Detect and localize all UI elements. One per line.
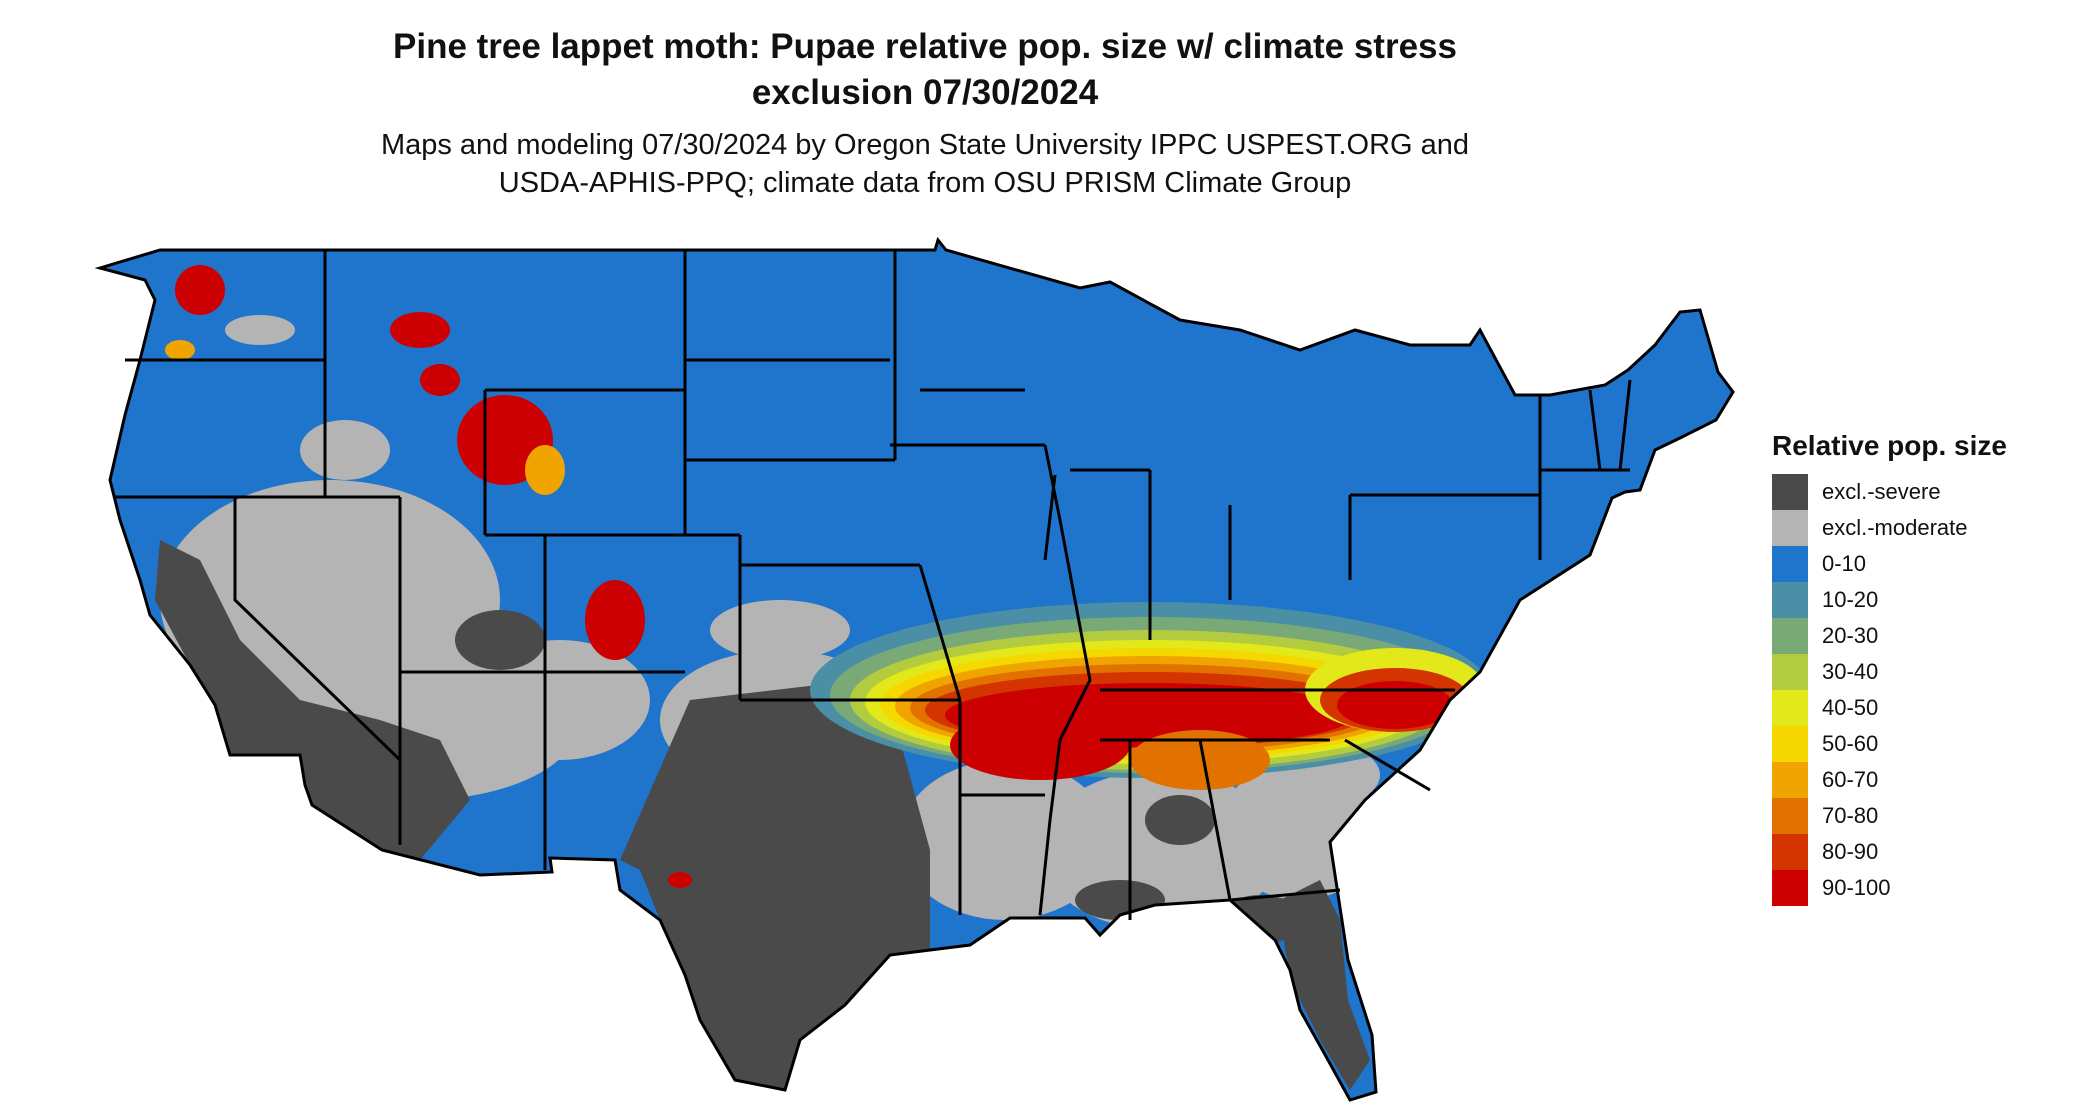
legend-label: excl.-severe — [1822, 479, 1941, 504]
legend-item: 20-30 — [1772, 618, 2007, 654]
legend-label: 50-60 — [1822, 731, 1879, 756]
legend-swatch — [1772, 870, 1808, 906]
map-subtitle: Maps and modeling 07/30/2024 by Oregon S… — [250, 126, 1600, 202]
legend-swatch — [1772, 762, 1808, 798]
legend-item: 30-40 — [1772, 654, 2007, 690]
map-title-line2: exclusion 07/30/2024 — [751, 73, 1099, 112]
map-title-line1: Pine tree lappet moth: Pupae relative po… — [393, 27, 1457, 66]
legend-swatch — [1772, 834, 1808, 870]
legend-label: 40-50 — [1822, 695, 1879, 720]
legend-swatch — [1772, 654, 1808, 690]
legend-item: 10-20 — [1772, 582, 2007, 618]
legend-swatch — [1772, 510, 1808, 546]
legend-swatch — [1772, 474, 1808, 510]
legend-swatch — [1772, 726, 1808, 762]
legend-label: 60-70 — [1822, 767, 1879, 792]
legend-swatch — [1772, 582, 1808, 618]
legend-label: 10-20 — [1822, 587, 1879, 612]
legend-label: 20-30 — [1822, 623, 1879, 648]
legend-swatch — [1772, 618, 1808, 654]
legend-item: excl.-severe — [1772, 474, 2007, 510]
us-map — [94, 236, 1735, 1102]
legend-label: 90-100 — [1822, 875, 1891, 900]
map-subtitle-line1: Maps and modeling 07/30/2024 by Oregon S… — [380, 129, 1470, 161]
legend-item: 90-100 — [1772, 870, 2007, 906]
map-subtitle-line2: USDA-APHIS-PPQ; climate data from OSU PR… — [498, 167, 1352, 199]
legend-label: 80-90 — [1822, 839, 1879, 864]
legend-item: 80-90 — [1772, 834, 2007, 870]
legend-rows: excl.-severe excl.-moderate 0-10 10-20 20-30… — [1772, 474, 2007, 906]
map-title: Pine tree lappet moth: Pupae relative po… — [250, 24, 1600, 116]
legend: Relative pop. size excl.-severe excl.-mod… — [1772, 430, 2007, 906]
legend-label: 70-80 — [1822, 803, 1879, 828]
legend-swatch — [1772, 546, 1808, 582]
legend-swatch — [1772, 798, 1808, 834]
legend-item: 40-50 — [1772, 690, 2007, 726]
legend-item: 60-70 — [1772, 762, 2007, 798]
legend-label: 30-40 — [1822, 659, 1879, 684]
legend-swatch — [1772, 690, 1808, 726]
legend-item: 50-60 — [1772, 726, 2007, 762]
legend-title: Relative pop. size — [1772, 430, 2007, 461]
legend-item: 0-10 — [1772, 546, 2007, 582]
legend-label: excl.-moderate — [1822, 515, 1968, 540]
legend-item: 70-80 — [1772, 798, 2007, 834]
legend-label: 0-10 — [1822, 551, 1867, 576]
legend-item: excl.-moderate — [1772, 510, 2007, 546]
